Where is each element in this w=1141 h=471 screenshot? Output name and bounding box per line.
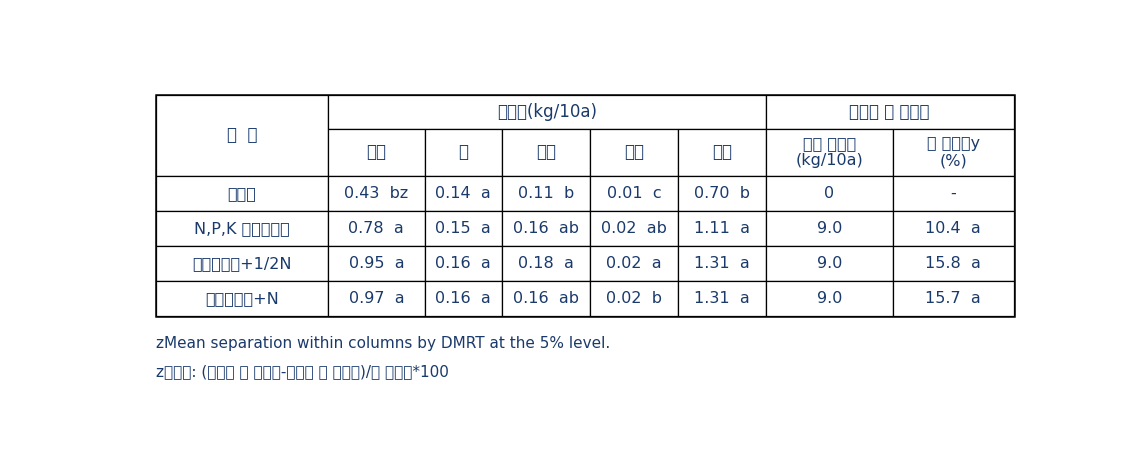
Bar: [424, 211, 502, 246]
Text: 인산 공급량
(kg/10a): 인산 공급량 (kg/10a): [795, 136, 864, 169]
Bar: [678, 176, 766, 211]
Text: 0.16  ab: 0.16 ab: [513, 291, 578, 306]
Text: 0.15  a: 0.15 a: [436, 221, 492, 236]
Bar: [766, 129, 893, 176]
Text: 1.11  a: 1.11 a: [694, 221, 750, 236]
Bar: [590, 211, 678, 246]
Text: 0.43  bz: 0.43 bz: [345, 186, 408, 201]
Bar: [329, 211, 424, 246]
Bar: [424, 129, 502, 176]
Bar: [893, 176, 1013, 211]
Text: 15.8  a: 15.8 a: [925, 256, 981, 271]
Text: 0.95  a: 0.95 a: [348, 256, 404, 271]
Bar: [424, 176, 502, 211]
Text: 풋거름작물+1/2N: 풋거름작물+1/2N: [192, 256, 292, 271]
Bar: [156, 211, 329, 246]
Text: 0.16  a: 0.16 a: [436, 291, 492, 306]
Text: 0.97  a: 0.97 a: [348, 291, 404, 306]
Bar: [766, 281, 893, 316]
Bar: [893, 129, 1013, 176]
Bar: [329, 246, 424, 281]
Text: 풋거름작물+N: 풋거름작물+N: [205, 291, 278, 306]
Text: N,P,K 표준시비구: N,P,K 표준시비구: [194, 221, 290, 236]
Text: 9.0: 9.0: [817, 291, 842, 306]
Text: 0.02  a: 0.02 a: [606, 256, 662, 271]
Text: 들기: 들기: [624, 143, 644, 161]
Text: 0.18  a: 0.18 a: [518, 256, 574, 271]
Text: 0.11  b: 0.11 b: [518, 186, 574, 201]
Text: 9.0: 9.0: [817, 221, 842, 236]
Bar: [678, 211, 766, 246]
Text: 0.16  ab: 0.16 ab: [513, 221, 578, 236]
Bar: [156, 281, 329, 316]
Bar: [156, 176, 329, 211]
Text: 합계: 합계: [712, 143, 731, 161]
Bar: [766, 95, 1013, 129]
Text: -: -: [950, 186, 956, 201]
Bar: [329, 129, 424, 176]
Bar: [329, 281, 424, 316]
Bar: [766, 211, 893, 246]
Bar: [329, 176, 424, 211]
Text: 0.02  ab: 0.02 ab: [601, 221, 666, 236]
Text: 공급량 및 이용률: 공급량 및 이용률: [849, 103, 930, 121]
Text: 0.01  c: 0.01 c: [607, 186, 661, 201]
Bar: [590, 246, 678, 281]
Text: zMean separation within columns by DMRT at the 5% level.: zMean separation within columns by DMRT …: [156, 335, 610, 350]
Text: 0.70  b: 0.70 b: [694, 186, 750, 201]
Text: 0: 0: [824, 186, 834, 201]
Bar: [156, 95, 1013, 316]
Bar: [678, 129, 766, 176]
Bar: [424, 281, 502, 316]
Bar: [590, 176, 678, 211]
Bar: [590, 129, 678, 176]
Bar: [893, 211, 1013, 246]
Text: 1.31  a: 1.31 a: [694, 291, 750, 306]
Bar: [590, 281, 678, 316]
Text: 잎: 잎: [459, 143, 468, 161]
Bar: [156, 246, 329, 281]
Bar: [502, 176, 590, 211]
Bar: [329, 95, 766, 129]
Text: z이용률: (시비구 인 흡수량-무비구 인 흡수량)/인 공급량*100: z이용률: (시비구 인 흡수량-무비구 인 흡수량)/인 공급량*100: [156, 365, 448, 380]
Bar: [766, 176, 893, 211]
Bar: [678, 246, 766, 281]
Bar: [424, 246, 502, 281]
Text: 0.02  b: 0.02 b: [606, 291, 662, 306]
Text: 무비구: 무비구: [227, 186, 257, 201]
Bar: [893, 246, 1013, 281]
Text: 흡수량(kg/10a): 흡수량(kg/10a): [496, 103, 597, 121]
Bar: [502, 129, 590, 176]
Bar: [678, 281, 766, 316]
Text: 10.4  a: 10.4 a: [925, 221, 981, 236]
Text: 제  리: 제 리: [227, 126, 257, 144]
Bar: [766, 246, 893, 281]
Text: 1.31  a: 1.31 a: [694, 256, 750, 271]
Text: 0.78  a: 0.78 a: [348, 221, 404, 236]
Text: 줄기: 줄기: [536, 143, 556, 161]
Text: 15.7  a: 15.7 a: [925, 291, 981, 306]
Text: 9.0: 9.0: [817, 256, 842, 271]
Bar: [156, 95, 329, 176]
Text: 0.16  a: 0.16 a: [436, 256, 492, 271]
Bar: [502, 281, 590, 316]
Bar: [893, 281, 1013, 316]
Text: 0.14  a: 0.14 a: [436, 186, 492, 201]
Text: 인 이용률y
(%): 인 이용률y (%): [926, 136, 980, 169]
Bar: [502, 211, 590, 246]
Text: 열매: 열매: [366, 143, 387, 161]
Bar: [502, 246, 590, 281]
